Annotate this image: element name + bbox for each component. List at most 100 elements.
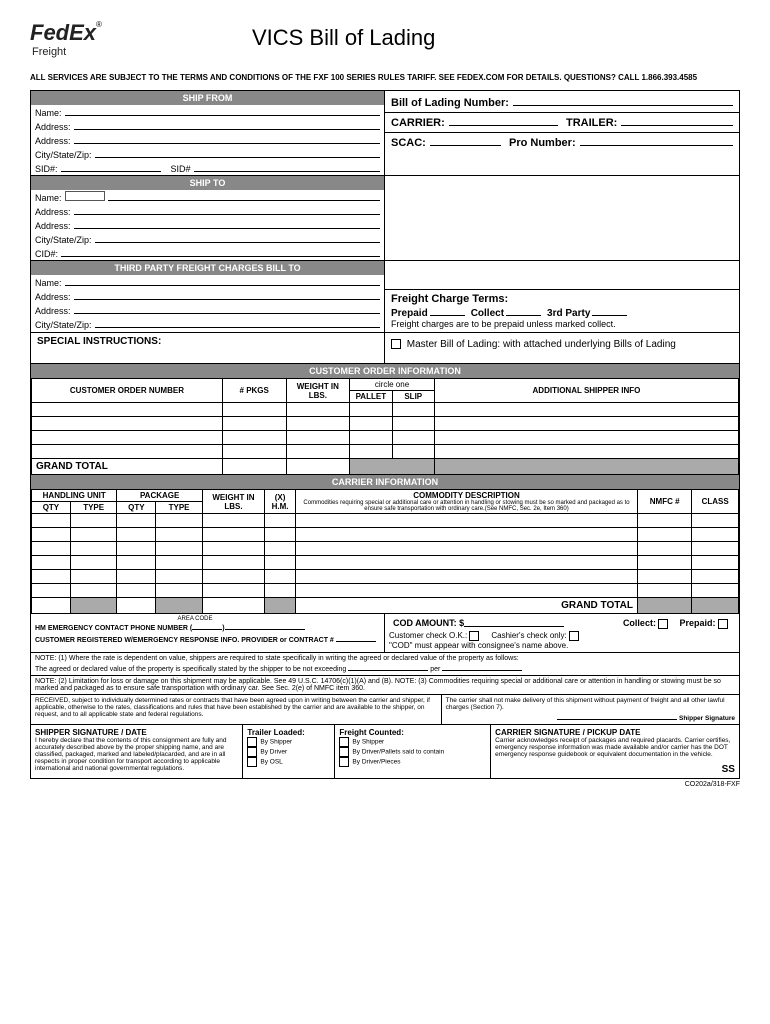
thirdparty-input[interactable] [592,307,627,316]
table-row[interactable] [32,542,739,556]
master-checkbox[interactable] [391,339,401,349]
cod-cashier-check[interactable] [569,631,579,641]
sidnum-input[interactable] [194,162,380,172]
tl-shipper-check[interactable] [247,737,257,747]
th-pallet: PALLET [350,391,392,403]
th-hm: H.M. [272,502,289,511]
tp-addr-label: Address: [35,292,71,302]
fc-shipper: By Shipper [352,738,384,745]
trailer-input[interactable] [621,116,733,126]
st-name-box[interactable] [65,191,105,201]
csz-label: City/State/Zip: [35,150,92,160]
shipper-sig-label: Shipper Signature [679,715,735,722]
table-row[interactable] [32,431,739,445]
address-label: Address: [35,122,71,132]
bol-input[interactable] [513,94,733,106]
table-row[interactable] [32,570,739,584]
collect-input[interactable] [506,307,541,316]
ss-label: SS [495,764,735,775]
hm-contract-input[interactable] [336,634,376,642]
footer-code: CO202a/318-FXF [30,781,740,788]
th-weight: WEIGHT IN LBS. [286,379,350,403]
logo: FedEx® Freight [30,20,102,58]
disclaimer: ALL SERVICES ARE SUBJECT TO THE TERMS AN… [30,73,740,82]
table-row[interactable] [32,528,739,542]
note1b: The agreed or declared value of the prop… [35,666,346,673]
sid-input[interactable] [61,162,161,172]
st-addr-label: Address: [35,207,71,217]
hm-phone-label: HM EMERGENCY CONTACT PHONE NUMBER ( [35,625,192,632]
st-addr2-input[interactable] [74,219,380,229]
note1-input1[interactable] [348,662,428,671]
th-package: PACKAGE [117,490,202,502]
table-row[interactable] [32,556,739,570]
table-row[interactable] [32,584,739,598]
th-slip: SLIP [392,391,434,403]
name-label: Name: [35,108,62,118]
tp-addr2-input[interactable] [74,304,380,314]
st-csz-label: City/State/Zip: [35,235,92,245]
th-commodity: COMMODITY DESCRIPTION [299,491,634,500]
collect-label: Collect [471,308,504,319]
table-row[interactable] [32,417,739,431]
address2-input[interactable] [74,134,380,144]
carrier-sig-title: CARRIER SIGNATURE / PICKUP DATE [495,728,735,737]
pro-input[interactable] [580,136,733,146]
name-input[interactable] [65,106,380,116]
freight-terms-label: Freight Charge Terms: [391,293,733,305]
cod-prepaid-label: Prepaid: [679,618,715,628]
trailer-loaded-label: Trailer Loaded: [247,728,330,737]
freight-note: Freight charges are to be prepaid unless… [391,319,733,329]
table-row[interactable] [32,403,739,417]
cod-collect-label: Collect: [623,618,656,628]
fc-pallets-check[interactable] [339,747,349,757]
fc-pallets: By Driver/Pallets said to contain [352,748,444,755]
carrier-note: The carrier shall not make delivery of t… [446,697,735,711]
prepaid-input[interactable] [430,307,465,316]
carrier-info-header: CARRIER INFORMATION [31,475,739,489]
table-row[interactable] [32,445,739,459]
st-csz-input[interactable] [95,233,380,243]
main-form: SHIP FROM Name: Address: Address: City/S… [30,90,740,779]
shipper-sig-line[interactable] [557,711,677,720]
special-label[interactable]: SPECIAL INSTRUCTIONS: [31,333,385,363]
master-label: Master Bill of Lading: with attached und… [407,339,676,350]
page-title: VICS Bill of Lading [252,25,435,51]
address-input[interactable] [74,120,380,130]
bol-label: Bill of Lading Number: [391,97,509,109]
cod-collect-check[interactable] [658,619,668,629]
cod-amount-input[interactable] [464,618,564,627]
st-name-input[interactable] [108,191,380,201]
tp-addr-input[interactable] [74,290,380,300]
note1: NOTE: (1) Where the rate is dependent on… [35,655,735,662]
hm-phone-input[interactable] [225,622,305,630]
tp-name-input[interactable] [65,276,380,286]
st-addr-input[interactable] [74,205,380,215]
hm-registered-label: CUSTOMER REGISTERED W/EMERGENCY RESPONSE… [35,637,334,644]
third-party-header: THIRD PARTY FREIGHT CHARGES BILL TO [31,261,384,275]
scac-input[interactable] [430,136,501,146]
tp-csz-input[interactable] [95,318,380,328]
th-nmfc: NMFC # [637,490,691,514]
pro-label: Pro Number: [509,137,576,149]
tl-osl-check[interactable] [247,757,257,767]
cod-prepaid-check[interactable] [718,619,728,629]
carrier-input[interactable] [449,116,558,126]
csz-input[interactable] [95,148,380,158]
fc-pieces: By Driver/Pieces [352,758,400,765]
cid-input[interactable] [61,247,380,257]
fc-pieces-check[interactable] [339,757,349,767]
shipper-sig-title: SHIPPER SIGNATURE / DATE [35,728,238,737]
address2-label: Address: [35,136,71,146]
tl-driver-check[interactable] [247,747,257,757]
cod-cashier-label: Cashier's check only: [491,631,566,640]
table-row[interactable] [32,514,739,528]
st-addr2-label: Address: [35,221,71,231]
received-text: RECEIVED, subject to individually determ… [31,695,442,724]
hm-area-input[interactable] [192,622,222,630]
logo-reg: ® [96,20,102,29]
fc-shipper-check[interactable] [339,737,349,747]
logo-sub: Freight [32,46,102,58]
cod-custcheck[interactable] [469,631,479,641]
note1-input2[interactable] [442,662,522,671]
